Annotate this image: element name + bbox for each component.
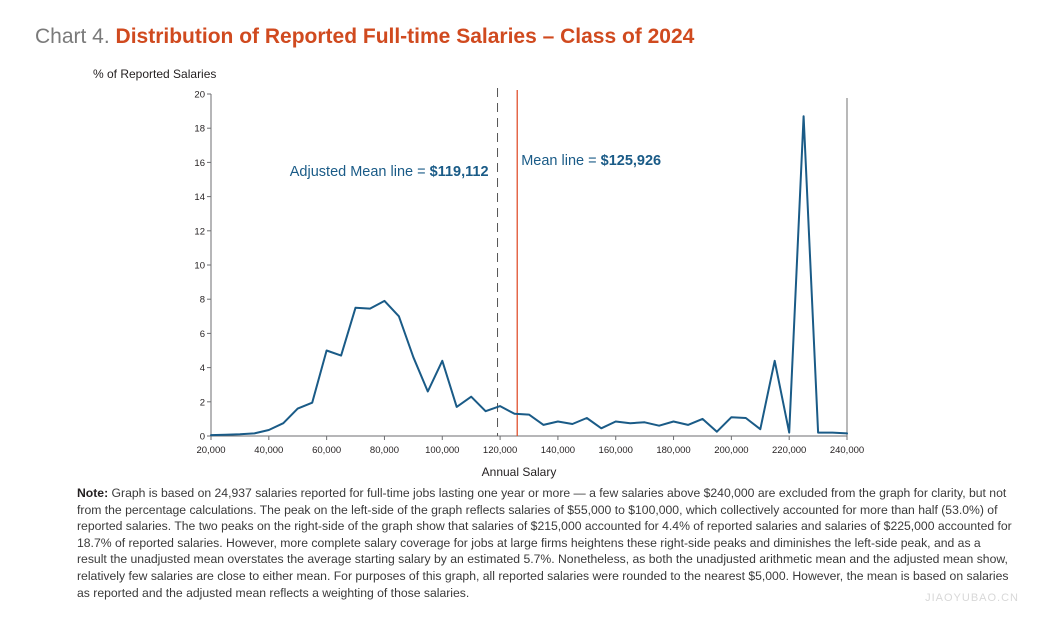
x-tick-label: 240,000 <box>830 445 864 456</box>
y-tick-label: 4 <box>200 363 205 374</box>
reference-lines <box>497 88 518 436</box>
x-tick-label: 220,000 <box>772 445 806 456</box>
y-tick-label: 18 <box>194 124 205 135</box>
y-tick-label: 6 <box>200 329 205 340</box>
chart-title-prefix: Chart 4. <box>35 25 110 48</box>
series <box>210 115 848 437</box>
note-text: Graph is based on 24,937 salaries report… <box>77 486 1012 600</box>
note-label: Note: <box>77 486 109 500</box>
x-tick-label: 160,000 <box>599 445 633 456</box>
y-tick-label: 16 <box>194 158 205 169</box>
x-tick-label: 120,000 <box>483 445 517 456</box>
y-tick-label: 14 <box>194 192 205 203</box>
x-axis-label: Annual Salary <box>482 465 557 479</box>
watermark: JIAOYUBAO.CN <box>925 592 1019 604</box>
mean-label-prefix: Mean line = <box>521 153 600 169</box>
y-tick-label: 10 <box>194 261 205 272</box>
salary-distribution-line <box>210 115 848 437</box>
y-tick-label: 2 <box>200 397 205 408</box>
y-tick-label: 8 <box>200 295 205 306</box>
x-tick-label: 140,000 <box>541 445 575 456</box>
y-tick-label: 20 <box>194 90 205 101</box>
x-tick-label: 20,000 <box>196 445 225 456</box>
y-tick-label: 0 <box>200 432 205 443</box>
chart-note: Note: Graph is based on 24,937 salaries … <box>77 485 1012 601</box>
x-tick-label: 200,000 <box>714 445 748 456</box>
mean-label-value: $125,926 <box>601 153 661 169</box>
mean-label: Mean line = $125,926 <box>521 153 661 169</box>
y-tick-label: 12 <box>194 226 205 237</box>
x-tick-label: 100,000 <box>425 445 459 456</box>
salary-distribution-chart: % of Reported Salaries Annual Salary 024… <box>93 67 864 479</box>
y-axis-label: % of Reported Salaries <box>93 67 216 81</box>
x-tick-label: 40,000 <box>254 445 283 456</box>
axes: 0 2 4 6 8 10 12 14 16 18 20 20,000 40,000 60,000 80,00… <box>194 90 864 457</box>
chart-title-main: Distribution of Reported Full-time Salar… <box>115 25 695 48</box>
adjusted-mean-label-value: $119,112 <box>430 164 489 180</box>
x-tick-label: 60,000 <box>312 445 341 456</box>
adjusted-mean-label: Adjusted Mean line = $119,112 <box>290 164 489 180</box>
adjusted-mean-label-prefix: Adjusted Mean line = <box>290 164 430 180</box>
x-tick-label: 180,000 <box>656 445 690 456</box>
x-tick-label: 80,000 <box>370 445 399 456</box>
chart-title: Chart 4. Distribution of Reported Full-t… <box>35 24 694 50</box>
